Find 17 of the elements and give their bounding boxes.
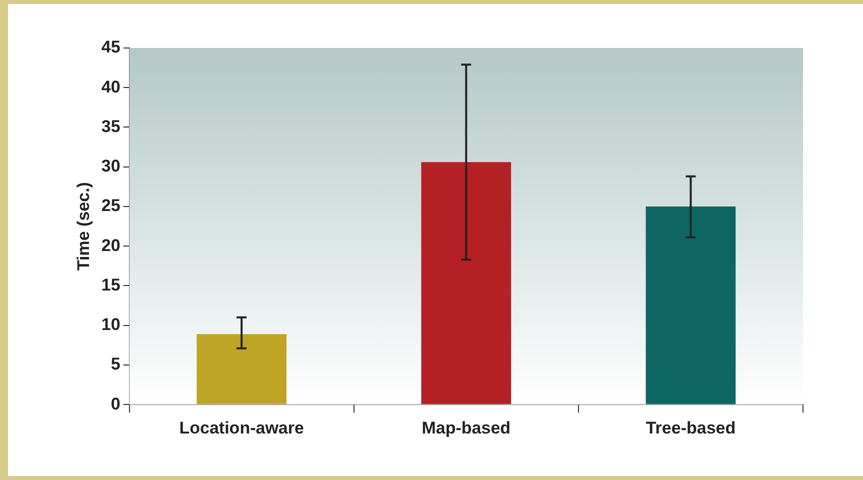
y-tick-label: 45 xyxy=(101,38,120,57)
x-tick-label: Tree-based xyxy=(646,418,736,438)
x-tick-label: Map-based xyxy=(422,418,511,438)
y-axis-title: Time (sec.) xyxy=(74,182,93,271)
y-tick-label: 25 xyxy=(101,196,120,216)
y-tick-label: 30 xyxy=(101,156,120,176)
y-tick-label: 0 xyxy=(110,394,120,414)
bar xyxy=(421,162,512,404)
y-tick-label: 15 xyxy=(101,275,120,294)
y-tick-label: 5 xyxy=(110,354,120,374)
y-tick-label: 35 xyxy=(101,116,120,136)
y-tick-label: 20 xyxy=(101,236,120,255)
bar xyxy=(196,334,287,404)
x-tick-label: Location-aware xyxy=(179,418,304,438)
y-tick-label: 40 xyxy=(101,77,120,96)
y-tick-label: 10 xyxy=(101,315,120,334)
bar xyxy=(646,206,736,404)
